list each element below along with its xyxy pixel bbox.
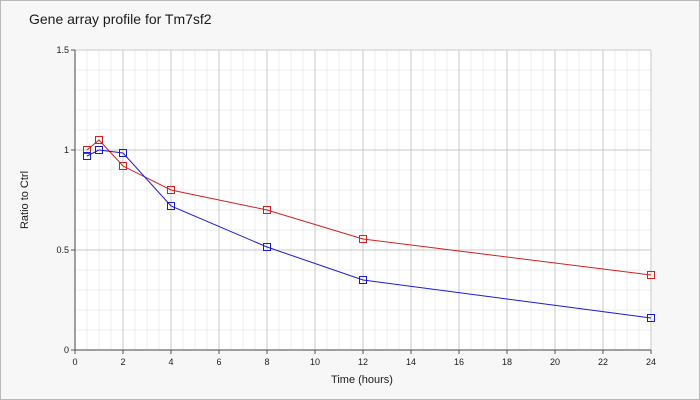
data-point-marker xyxy=(359,276,367,284)
x-axis-label: Time (hours) xyxy=(331,374,393,386)
x-tick: 10 xyxy=(310,350,320,367)
data-point-marker xyxy=(359,235,367,243)
x-tick-label: 20 xyxy=(550,357,560,367)
data-point-marker xyxy=(263,206,271,214)
series-line xyxy=(86,149,652,319)
x-tick: 12 xyxy=(358,350,368,367)
x-tick: 22 xyxy=(598,350,608,367)
x-tick-label: 24 xyxy=(646,357,656,367)
y-tick-label: 0.5 xyxy=(56,245,69,255)
x-tick: 0 xyxy=(72,350,78,367)
chart-title: Gene array profile for Tm7sf2 xyxy=(29,11,212,27)
x-tick-label: 22 xyxy=(598,357,608,367)
series-1 xyxy=(83,136,655,279)
data-point-marker xyxy=(83,152,91,160)
x-tick-label: 0 xyxy=(72,357,77,367)
data-point-marker xyxy=(647,271,655,279)
data-point-marker xyxy=(647,314,655,322)
x-tick-label: 12 xyxy=(358,357,368,367)
x-tick-label: 6 xyxy=(216,357,221,367)
x-tick: 18 xyxy=(502,350,512,367)
x-tick-label: 14 xyxy=(406,357,416,367)
series-line xyxy=(86,139,652,276)
y-tick: 0.5 xyxy=(56,245,75,255)
y-tick: 0 xyxy=(64,345,75,355)
data-point-marker xyxy=(95,136,103,144)
x-tick: 2 xyxy=(120,350,126,367)
y-tick: 1.5 xyxy=(56,45,75,55)
data-point-marker xyxy=(263,243,271,251)
y-tick: 1 xyxy=(64,145,75,155)
x-tick-label: 16 xyxy=(454,357,464,367)
x-tick: 6 xyxy=(216,350,222,367)
data-point-marker xyxy=(95,146,103,154)
x-tick-label: 10 xyxy=(310,357,320,367)
data-point-marker xyxy=(167,186,175,194)
x-tick-label: 2 xyxy=(120,357,125,367)
y-tick-label: 1 xyxy=(64,145,69,155)
x-tick: 4 xyxy=(168,350,174,367)
data-point-marker xyxy=(119,149,127,157)
x-tick-label: 18 xyxy=(502,357,512,367)
x-tick: 20 xyxy=(550,350,560,367)
data-point-marker xyxy=(83,146,91,154)
x-tick: 24 xyxy=(646,350,656,367)
series-2 xyxy=(83,146,655,322)
x-tick: 14 xyxy=(406,350,416,367)
y-tick-label: 1.5 xyxy=(56,45,69,55)
x-tick-label: 4 xyxy=(168,357,173,367)
x-tick-label: 8 xyxy=(264,357,269,367)
series-layer xyxy=(83,136,655,322)
data-point-marker xyxy=(167,202,175,210)
x-tick: 8 xyxy=(264,350,270,367)
x-tick: 16 xyxy=(454,350,464,367)
data-point-marker xyxy=(119,162,127,170)
y-tick-label: 0 xyxy=(64,345,69,355)
